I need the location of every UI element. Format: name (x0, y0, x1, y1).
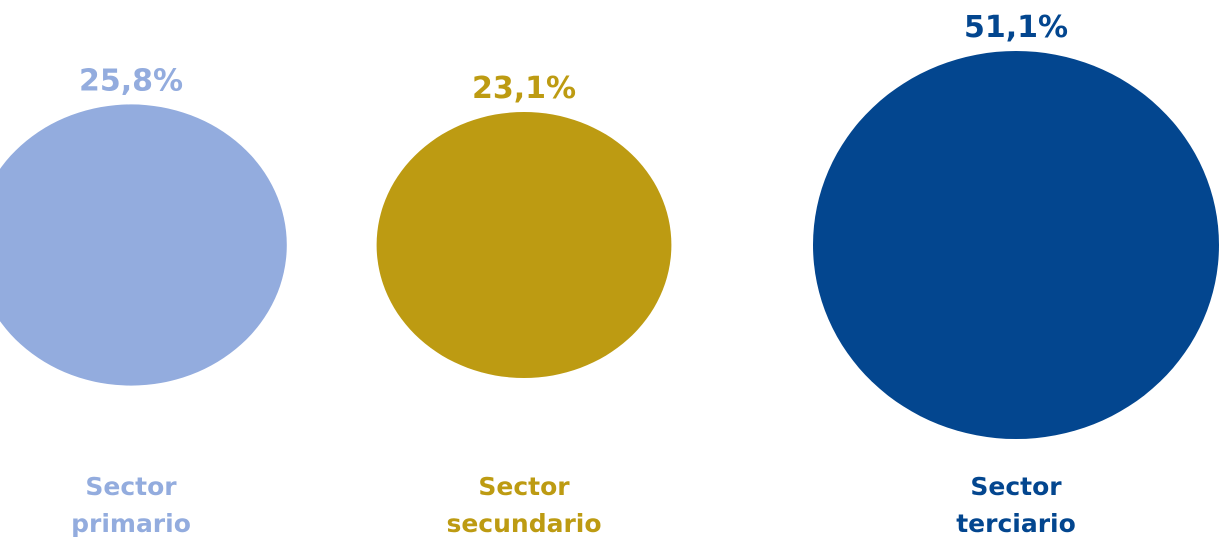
bubbles-layer (0, 51, 1219, 439)
value-label-3: 51,1% (964, 10, 1068, 45)
value-label-2: 23,1% (472, 71, 576, 106)
category-labels-layer: Sector primario Sector secundario Sector terc… (71, 472, 1076, 538)
bubble-2 (376, 112, 672, 378)
value-labels-layer: 25,8% 23,1% 51,1% (79, 10, 1068, 106)
value-label-1: 25,8% (79, 63, 183, 98)
bubble-1 (0, 104, 287, 386)
category-label-3-line-1: Sector (970, 472, 1062, 501)
category-label-1-line-2: primario (71, 509, 191, 538)
category-label-2-line-1: Sector (478, 472, 570, 501)
category-label-2-line-2: secundario (446, 509, 601, 538)
category-label-3-line-2: terciario (956, 509, 1076, 538)
category-label-1-line-1: Sector (85, 472, 177, 501)
bubble-3 (813, 51, 1219, 439)
